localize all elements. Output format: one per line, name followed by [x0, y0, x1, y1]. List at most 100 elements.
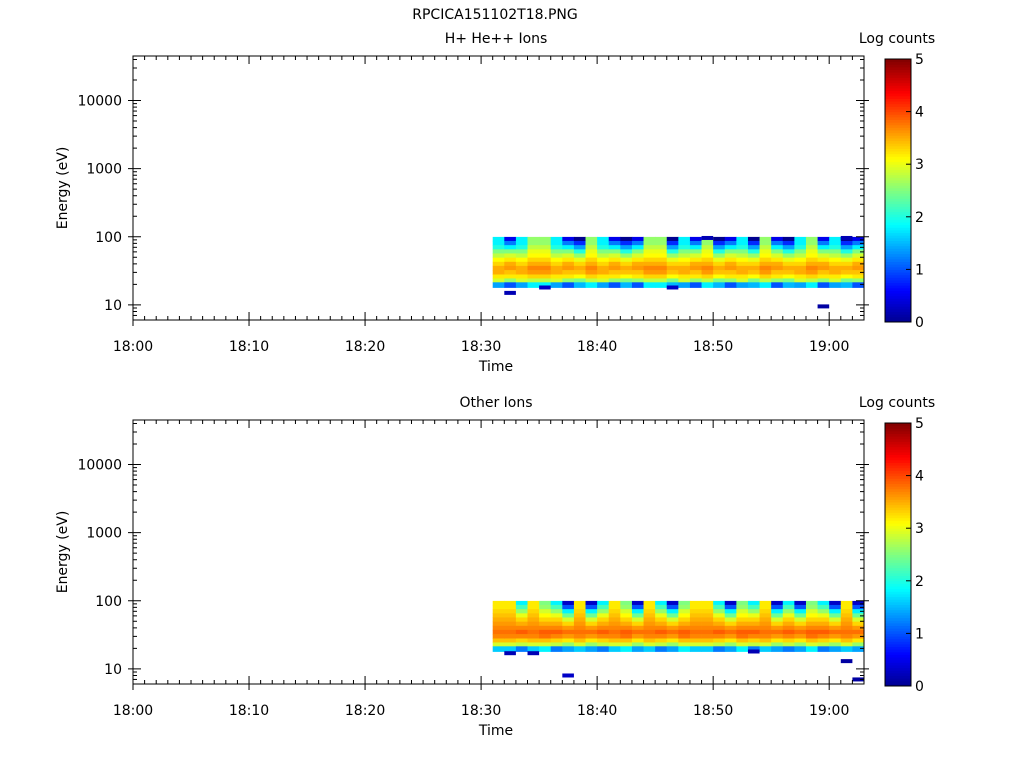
colorbar-band: [885, 108, 911, 113]
spectrogram-cell: [585, 613, 598, 618]
spectrogram-cell: [597, 236, 610, 242]
spectrogram-cell: [515, 646, 528, 652]
spectrogram-cell: [794, 282, 807, 288]
colorbar-band: [885, 59, 911, 63]
spectrogram-cell: [852, 274, 865, 279]
spectrogram-cell: [492, 270, 505, 275]
colorbar-band: [885, 459, 911, 463]
spectrogram-cell: [608, 600, 621, 606]
spectrogram-cell: [771, 257, 784, 263]
spectrogram-cell: [782, 270, 795, 275]
spectrogram-cell: [562, 600, 575, 606]
spectrogram-cell: [736, 600, 749, 606]
spectrogram-cell: [539, 604, 552, 610]
spectrogram-cell: [852, 265, 865, 271]
spectrogram-cell: [771, 253, 784, 259]
spectrogram-cell: [550, 634, 563, 639]
spectrogram-cell: [492, 600, 505, 606]
spectrogram-cell: [794, 245, 807, 250]
spectrogram-cell: [527, 617, 540, 623]
spectrogram-cell: [492, 240, 505, 246]
spectrogram-cell: [550, 270, 563, 275]
colorbar-band: [885, 651, 911, 655]
spectrogram-cell: [840, 240, 853, 246]
spectrogram-cell: [515, 236, 528, 242]
colorbar-band: [885, 536, 911, 540]
colorbar-band: [885, 596, 911, 600]
spectrogram-cell: [562, 625, 575, 631]
spectrogram-cell: [805, 646, 818, 652]
colorbar-band: [885, 554, 911, 558]
spectrogram-cell: [678, 236, 691, 242]
spectrogram-cell: [747, 638, 760, 643]
spectrogram-cell: [573, 261, 586, 267]
plot-frame: [132, 55, 865, 321]
colorbar-band: [885, 69, 911, 73]
spectrogram-cell: [527, 236, 540, 242]
spectrogram-cell: [562, 629, 575, 635]
spectrogram-cell: [492, 274, 505, 279]
spectrogram-cell: [724, 253, 737, 259]
spectrogram-cell: [631, 240, 644, 246]
colorbar-band: [885, 211, 911, 215]
colorbar-tick-label: 4: [915, 105, 924, 121]
spectrogram-cell: [562, 642, 575, 647]
spectrogram-cell: [655, 600, 668, 606]
colorbar-band: [885, 314, 911, 318]
spectrogram-cell: [701, 638, 714, 643]
spectrogram-cell: [631, 638, 644, 643]
spectrogram-cell: [817, 642, 830, 647]
colorbar-band: [885, 185, 911, 189]
spectrogram-cell: [620, 634, 633, 639]
spectrogram-cell: [492, 638, 505, 643]
spectrogram-cell: [666, 249, 679, 254]
spectrogram-cell: [829, 625, 842, 631]
spectrogram-cell: [794, 617, 807, 623]
spectrogram-cell: [608, 625, 621, 631]
colorbar-band: [885, 161, 911, 165]
spectrogram-cell: [643, 274, 656, 279]
spectrogram-cell: [620, 642, 633, 647]
spectrogram-cell: [736, 240, 749, 246]
spectrogram-cell: [527, 274, 540, 279]
x-tick-label: 18:40: [577, 703, 617, 719]
spectrogram-cell: [666, 617, 679, 623]
spectrogram-cell: [759, 257, 772, 263]
spectrogram-cell: [852, 604, 865, 610]
colorbar-band: [885, 85, 911, 89]
spectrogram-cell: [678, 604, 691, 610]
spectrogram-cell: [539, 236, 552, 242]
spectrogram-cell: [713, 629, 726, 635]
colorbar-band: [885, 454, 911, 458]
spectrogram-cell: [805, 278, 818, 283]
spectrogram-cell: [585, 240, 598, 246]
spectrogram-cell: [701, 253, 714, 259]
spectrogram-cell: [666, 236, 679, 242]
colorbar-band: [885, 106, 911, 110]
spectrogram-cell: [817, 274, 830, 279]
spectrogram-cell: [655, 265, 668, 271]
colorbar-band: [885, 425, 911, 429]
colorbar-band: [885, 428, 911, 432]
spectrogram-cell: [771, 613, 784, 618]
spectrogram-cell: [492, 261, 505, 267]
spectrogram-cell: [713, 253, 726, 259]
spectrogram-cell: [724, 600, 737, 606]
spectrogram-cell: [620, 621, 633, 627]
spectrogram-cell: [515, 270, 528, 275]
spectrogram-cell: [666, 282, 679, 288]
colorbar-band: [885, 256, 911, 260]
spectrogram-cell: [504, 604, 517, 610]
spectrogram-cell: [771, 621, 784, 627]
spectrogram-cell: [504, 613, 517, 618]
colorbar-band: [885, 137, 911, 142]
spectrogram-cell: [620, 240, 633, 246]
spectrogram-cell: [550, 278, 563, 283]
spectrogram-cell: [492, 634, 505, 639]
spectrogram-cell: [550, 646, 563, 652]
spectrogram-cell: [817, 265, 830, 271]
colorbar-band: [885, 124, 911, 128]
spectrogram-cell: [759, 634, 772, 639]
spectrogram-cell: [643, 282, 656, 288]
